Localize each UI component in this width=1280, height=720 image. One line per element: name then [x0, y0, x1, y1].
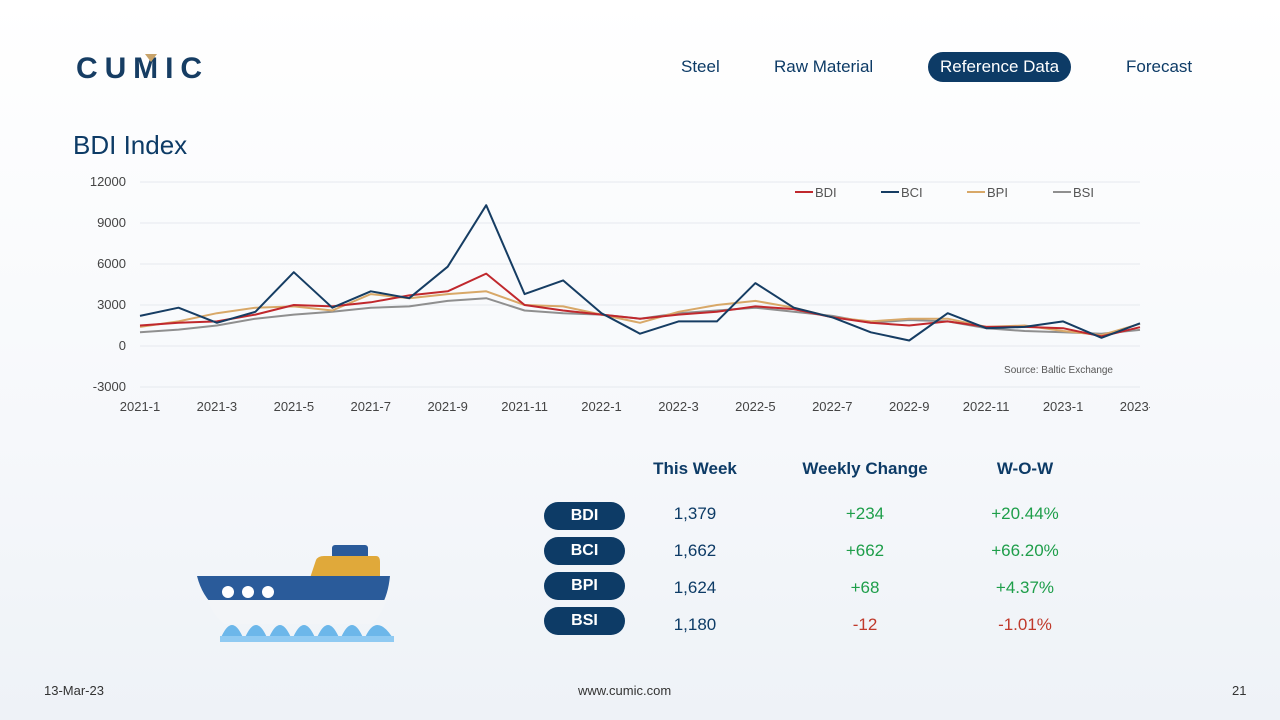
page-number: 21 — [1232, 683, 1247, 698]
y-tick-label: 9000 — [97, 215, 126, 230]
cell-wow: +4.37% — [995, 578, 1055, 597]
y-tick-label: -3000 — [93, 379, 126, 394]
index-badge-bci: BCI — [544, 537, 625, 565]
cell-this-week: 1,180 — [673, 615, 717, 634]
cell-wow: +66.20% — [991, 541, 1059, 560]
cargo-ship-icon — [197, 545, 394, 642]
x-tick-label: 2021-7 — [351, 399, 391, 414]
x-tick-label: 2021-5 — [274, 399, 314, 414]
header-weekly-change: Weekly Change — [802, 459, 928, 478]
series-line-bci — [139, 204, 1141, 342]
x-tick-label: 2023-1 — [1043, 399, 1083, 414]
nav-raw-material[interactable]: Raw Material — [774, 57, 874, 76]
header-this-week: This Week — [653, 459, 737, 478]
cell-wow: +20.44% — [991, 504, 1059, 523]
nav-forecast[interactable]: Forecast — [1126, 57, 1193, 76]
x-tick-label: 2022-9 — [889, 399, 929, 414]
header-wow: W-O-W — [996, 459, 1054, 478]
cell-wow: -1.01% — [998, 615, 1052, 634]
x-tick-label: 2022-11 — [963, 399, 1010, 414]
cell-weekly-change: +662 — [845, 541, 885, 560]
x-tick-label: 2023-3 — [1120, 399, 1150, 414]
cell-this-week: 1,662 — [673, 541, 717, 560]
cell-weekly-change: +234 — [845, 504, 885, 523]
page-title: BDI Index — [73, 130, 188, 160]
index-badge-bsi: BSI — [544, 607, 625, 635]
footer-date: 13-Mar-23 — [44, 683, 104, 698]
x-tick-label: 2021-1 — [120, 399, 160, 414]
x-tick-label: 2021-3 — [197, 399, 237, 414]
legend-label-bpi: BPI — [987, 185, 1008, 200]
y-tick-label: 3000 — [97, 297, 126, 312]
chart-source-note: Source: Baltic Exchange — [1004, 365, 1113, 376]
x-tick-label: 2022-5 — [735, 399, 775, 414]
x-tick-label: 2021-11 — [501, 399, 548, 414]
cumic-logo: CUMIC — [76, 52, 204, 82]
cell-weekly-change: +68 — [850, 578, 880, 597]
svg-text:CUMIC: CUMIC — [76, 52, 204, 82]
legend-label-bsi: BSI — [1073, 185, 1094, 200]
cell-weekly-change: -12 — [852, 615, 878, 634]
index-badge-bpi: BPI — [544, 572, 625, 600]
y-tick-label: 0 — [119, 338, 126, 353]
nav-reference-data[interactable]: Reference Data — [928, 52, 1072, 82]
x-tick-label: 2022-1 — [581, 399, 621, 414]
legend-label-bdi: BDI — [815, 185, 837, 200]
y-tick-label: 6000 — [97, 256, 126, 271]
x-tick-label: 2021-9 — [427, 399, 467, 414]
index-badge-bdi: BDI — [544, 502, 625, 530]
nav-steel[interactable]: Steel — [681, 57, 720, 76]
bdi-line-chart: 12000 9000 6000 3000 0 -3000 2021-1 2021-3 2021-… — [90, 174, 1150, 414]
x-tick-label: 2022-3 — [658, 399, 698, 414]
cell-this-week: 1,624 — [673, 578, 717, 597]
footer-website[interactable]: www.cumic.com — [578, 683, 672, 698]
series-line-bdi — [139, 272, 1141, 338]
y-tick-label: 12000 — [90, 174, 126, 189]
x-tick-label: 2022-7 — [812, 399, 852, 414]
legend-label-bci: BCI — [901, 185, 923, 200]
cell-this-week: 1,379 — [673, 504, 717, 523]
